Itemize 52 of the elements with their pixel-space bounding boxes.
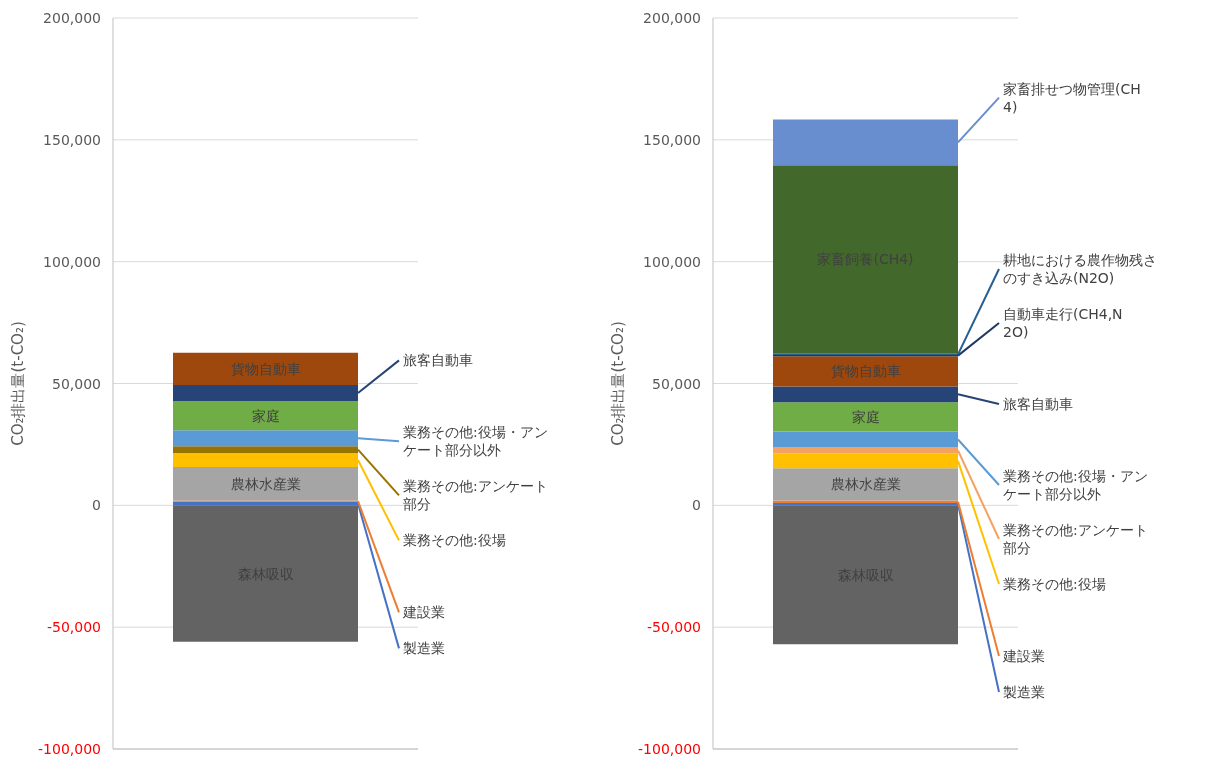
series-label: 農林水産業 xyxy=(830,476,901,493)
bar xyxy=(173,446,358,453)
series-label: 家庭 xyxy=(851,408,880,425)
y-tick-label: 0 xyxy=(692,497,701,514)
series-label: 農林水産業 xyxy=(230,475,301,492)
bar xyxy=(173,352,358,385)
y-tick-label: -100,000 xyxy=(38,741,101,757)
y-tick-label: -50,000 xyxy=(646,619,701,636)
y-tick-label: 200,000 xyxy=(43,10,101,26)
y-tick-label: 150,000 xyxy=(643,131,701,148)
bar xyxy=(173,452,358,468)
y-tick-label: 100,000 xyxy=(643,253,701,270)
y-tick-label: 200,000 xyxy=(643,10,701,26)
bar xyxy=(773,119,958,166)
bar xyxy=(773,453,958,469)
y-tick-label: -50,000 xyxy=(46,619,101,636)
text: 業務その他:役場 xyxy=(403,532,506,549)
bar xyxy=(173,430,358,447)
text: 業務その他:アンケート部分 xyxy=(403,478,548,513)
bar xyxy=(173,401,358,431)
legend-label: 旅客自動車 xyxy=(1003,396,1073,412)
text: 製造業 xyxy=(403,640,445,657)
y-tick-label: 50,000 xyxy=(652,375,701,392)
text: 建設業 xyxy=(1002,648,1045,664)
bar xyxy=(773,505,958,645)
y-tick-label: 100,000 xyxy=(43,253,101,270)
legend-label: 業務その他:役場・アンケート部分以外 xyxy=(403,424,548,459)
bar xyxy=(773,468,958,501)
bar xyxy=(773,386,958,403)
y-tick-label: -100,000 xyxy=(638,741,701,757)
y-tick-label: 50,000 xyxy=(52,375,101,392)
bar xyxy=(773,431,958,448)
y-tick-label: 0 xyxy=(92,497,101,514)
y-tick-label: 150,000 xyxy=(43,131,101,148)
series-label: 貨物自動車 xyxy=(830,363,901,380)
series-label: 貨物自動車 xyxy=(230,360,301,377)
text: 自動車走行(CH4,N2O) xyxy=(1003,306,1123,340)
text: 業務その他:役場 xyxy=(1003,576,1106,592)
bar xyxy=(173,384,358,402)
bar xyxy=(773,165,958,354)
text: 建設業 xyxy=(402,604,445,621)
text: 業務その他:役場・アンケート部分以外 xyxy=(1003,468,1148,502)
bar xyxy=(173,505,358,642)
text: 製造業 xyxy=(1003,684,1045,700)
text: 業務その他:アンケート部分 xyxy=(1003,522,1148,556)
bar xyxy=(773,402,958,432)
text: 旅客自動車 xyxy=(403,352,473,369)
series-label: 家庭 xyxy=(251,407,280,424)
y-axis-title: CO₂排出量(t-CO₂) xyxy=(609,321,628,446)
text: 耕地における農作物残さのすき込み(N2O) xyxy=(1003,252,1157,286)
text: 家畜排せつ物管理(CH4) xyxy=(1003,80,1141,115)
y-axis-title: CO₂排出量(t-CO₂) xyxy=(9,321,28,446)
